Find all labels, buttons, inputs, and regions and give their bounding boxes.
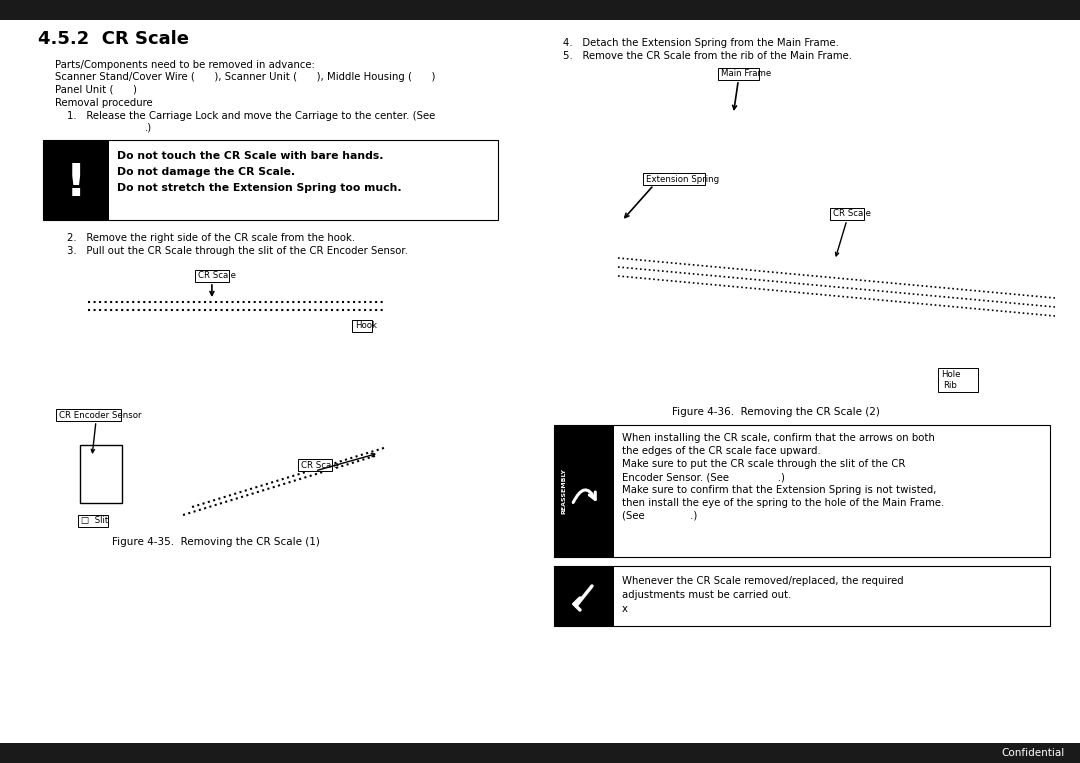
- Text: REASSEMBLY: REASSEMBLY: [561, 468, 566, 514]
- Bar: [939, 368, 978, 392]
- Text: Confidential: Confidential: [1002, 748, 1065, 758]
- Text: Rib: Rib: [943, 381, 957, 390]
- Bar: [643, 173, 704, 185]
- Text: When installing the CR scale, confirm that the arrows on both: When installing the CR scale, confirm th…: [622, 433, 935, 443]
- Text: Encoder Sensor. (See               .): Encoder Sensor. (See .): [622, 472, 785, 482]
- Text: Do not stretch the Extension Spring too much.: Do not stretch the Extension Spring too …: [117, 183, 402, 193]
- Bar: [554, 566, 615, 626]
- Text: Main Frame: Main Frame: [721, 69, 771, 79]
- Bar: [195, 270, 229, 282]
- Bar: [718, 68, 759, 80]
- Text: Figure 4-36.  Removing the CR Scale (2): Figure 4-36. Removing the CR Scale (2): [672, 407, 880, 417]
- Text: the edges of the CR scale face upward.: the edges of the CR scale face upward.: [622, 446, 821, 456]
- Text: Whenever the CR Scale removed/replaced, the required: Whenever the CR Scale removed/replaced, …: [622, 576, 904, 586]
- Text: 5.   Remove the CR Scale from the rib of the Main Frame.: 5. Remove the CR Scale from the rib of t…: [563, 51, 852, 61]
- Text: Panel Unit (      ): Panel Unit ( ): [55, 84, 137, 94]
- Text: Extension Spring: Extension Spring: [646, 175, 719, 183]
- Bar: [352, 320, 372, 332]
- Text: 1.   Release the Carriage Lock and move the Carriage to the center. (See: 1. Release the Carriage Lock and move th…: [67, 111, 435, 121]
- Text: !: !: [66, 162, 86, 204]
- Text: Hole: Hole: [941, 370, 960, 379]
- Bar: [554, 566, 1050, 626]
- Text: x: x: [622, 604, 627, 614]
- Bar: [43, 140, 109, 220]
- Bar: [298, 459, 332, 471]
- Text: Parts/Components need to be removed in advance:: Parts/Components need to be removed in a…: [55, 60, 314, 70]
- Text: 3.   Pull out the CR Scale through the slit of the CR Encoder Sensor.: 3. Pull out the CR Scale through the sli…: [67, 246, 408, 256]
- Text: .): .): [145, 123, 152, 133]
- Text: CR Encoder Sensor: CR Encoder Sensor: [59, 410, 141, 420]
- Text: adjustments must be carried out.: adjustments must be carried out.: [622, 590, 792, 600]
- Bar: [80, 445, 122, 503]
- Text: CR Scale: CR Scale: [301, 461, 339, 469]
- Text: CR Scale: CR Scale: [198, 272, 237, 281]
- Text: 4.5.2  CR Scale: 4.5.2 CR Scale: [38, 30, 189, 48]
- Bar: [56, 409, 121, 421]
- Text: □  Slit: □ Slit: [81, 517, 108, 526]
- Text: (See              .): (See .): [622, 511, 698, 521]
- Text: Hook: Hook: [355, 321, 377, 330]
- Bar: [831, 208, 864, 220]
- Bar: [554, 425, 615, 557]
- Text: Removal procedure: Removal procedure: [55, 98, 152, 108]
- Text: Figure 4-35.  Removing the CR Scale (1): Figure 4-35. Removing the CR Scale (1): [112, 537, 320, 547]
- Text: Do not touch the CR Scale with bare hands.: Do not touch the CR Scale with bare hand…: [117, 151, 383, 161]
- Text: Make sure to put the CR scale through the slit of the CR: Make sure to put the CR scale through th…: [622, 459, 905, 469]
- Text: 2.   Remove the right side of the CR scale from the hook.: 2. Remove the right side of the CR scale…: [67, 233, 355, 243]
- Text: Do not damage the CR Scale.: Do not damage the CR Scale.: [117, 167, 295, 177]
- Bar: [78, 515, 108, 527]
- Text: CR Scale: CR Scale: [833, 210, 870, 218]
- Text: Scanner Stand/Cover Wire (      ), Scanner Unit (      ), Middle Housing (      : Scanner Stand/Cover Wire ( ), Scanner Un…: [55, 72, 435, 82]
- Text: Make sure to confirm that the Extension Spring is not twisted,: Make sure to confirm that the Extension …: [622, 485, 936, 495]
- Bar: [554, 425, 1050, 557]
- Bar: [43, 140, 498, 220]
- Bar: [0, 743, 1080, 763]
- Text: then install the eye of the spring to the hole of the Main Frame.: then install the eye of the spring to th…: [622, 498, 944, 508]
- Bar: [0, 0, 1080, 20]
- Text: 4.   Detach the Extension Spring from the Main Frame.: 4. Detach the Extension Spring from the …: [563, 38, 839, 48]
